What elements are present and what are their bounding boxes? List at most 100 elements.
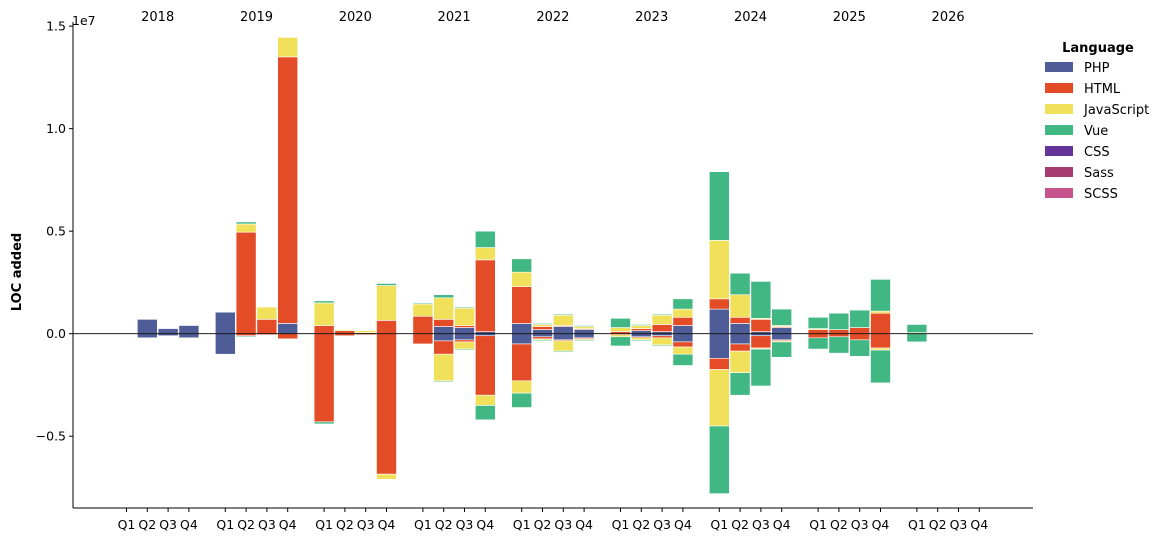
- x-tick-label: Q4: [575, 517, 593, 532]
- bar-segment-php: [729, 333, 751, 345]
- bar-segment-php: [630, 330, 652, 334]
- x-tick-label: Q1: [809, 517, 827, 532]
- x-tick-label: Q3: [851, 517, 869, 532]
- bar-segment-vue: [573, 339, 595, 342]
- legend-title: Language: [1062, 41, 1134, 56]
- bar-segment-html: [474, 259, 496, 332]
- bar-segment-vue: [771, 341, 793, 358]
- bar-segment-vue: [376, 283, 397, 286]
- x-tick-label: Q2: [632, 517, 650, 532]
- bar-segment-vue: [412, 302, 434, 305]
- legend-swatch: [1045, 125, 1073, 135]
- bar-segment-javascript: [474, 394, 496, 406]
- bar-segment-php: [215, 333, 236, 355]
- bar-segment-html: [750, 335, 772, 349]
- bar-segment-html: [433, 319, 455, 327]
- x-tick-label: Q3: [159, 517, 177, 532]
- bar-segment-vue: [454, 348, 475, 351]
- legend-swatch: [1045, 188, 1073, 198]
- x-tick-label: Q2: [435, 517, 453, 532]
- bar-segment-php: [552, 326, 574, 334]
- bar-segment-html: [729, 343, 751, 352]
- x-tick-label: Q4: [773, 517, 791, 532]
- bar-segment-javascript: [313, 302, 335, 326]
- bar-segment-php: [771, 327, 793, 334]
- bar-segment-php: [454, 327, 475, 334]
- x-tick-label: Q2: [138, 517, 156, 532]
- legend-swatch: [1045, 83, 1073, 93]
- bar-segment-vue: [610, 318, 631, 328]
- bar-segment-php: [511, 323, 533, 334]
- bar-segment-vue: [511, 258, 533, 273]
- x-ticks: Q1 Q2 Q3 Q4 Q1 Q2 Q3 Q4 Q1 Q2 Q3 Q4 Q1 Q2 Q3 Q4 Q1 Q2 Q3 Q4…: [118, 508, 988, 532]
- bar-segment-php: [708, 333, 730, 359]
- bar-segment-html: [532, 326, 553, 330]
- legend-label: Sass: [1084, 166, 1114, 181]
- bar-segment-javascript: [552, 340, 574, 352]
- y-tick-label: 0.5: [46, 224, 66, 239]
- bar-segment-javascript: [511, 380, 533, 394]
- x-tick-label: Q1: [118, 517, 136, 532]
- bar-segment-vue: [474, 230, 496, 248]
- bar-segment-vue: [771, 308, 793, 326]
- bar-segment-html: [277, 56, 299, 324]
- legend-label: Vue: [1084, 124, 1108, 139]
- bar-segment-javascript: [708, 240, 730, 300]
- year-label: 2021: [438, 10, 471, 25]
- y-axis-title: LOC added: [10, 233, 25, 311]
- bar-segment-vue: [708, 425, 730, 494]
- bar-segment-php: [532, 329, 553, 334]
- bar-segment-php: [433, 333, 455, 342]
- y-offset-text: 1e7: [72, 13, 96, 28]
- bar-segment-vue: [610, 336, 631, 347]
- bar-segment-html: [672, 341, 694, 348]
- bar-segment-html: [807, 329, 829, 334]
- year-label: 2022: [536, 10, 569, 25]
- bar-segment-php: [433, 326, 455, 334]
- legend-label: HTML: [1084, 82, 1121, 97]
- bar-segment-javascript: [672, 346, 694, 355]
- x-tick-label: Q1: [414, 517, 432, 532]
- bar-segment-html: [474, 335, 496, 396]
- year-label: 2023: [635, 10, 668, 25]
- bar-segment-javascript: [355, 330, 377, 333]
- legend-label: CSS: [1084, 145, 1110, 160]
- bar-segment-vue: [552, 350, 574, 353]
- bar-segment-vue: [474, 405, 496, 421]
- bar-segment-javascript: [610, 327, 631, 332]
- bar-segment-vue: [573, 325, 595, 327]
- bar-segment-html: [235, 231, 257, 334]
- bar-segment-vue: [454, 306, 475, 309]
- bar-segment-html: [412, 333, 434, 345]
- x-tick-label: Q2: [336, 517, 354, 532]
- bar-segment-javascript: [334, 329, 356, 331]
- bar-segment-javascript: [610, 334, 631, 338]
- legend-swatch: [1045, 167, 1073, 177]
- bar-segment-javascript: [672, 308, 694, 318]
- bar-segment-vue: [906, 333, 928, 343]
- bar-segment-vue: [870, 279, 891, 312]
- bar-segment-html: [433, 340, 455, 355]
- bar-segment-javascript: [651, 314, 673, 325]
- bar-segment-php: [137, 333, 158, 339]
- x-tick-label: Q1: [315, 517, 333, 532]
- bar-segment-php: [552, 333, 574, 341]
- bars-layer: [137, 37, 928, 494]
- bar-segment-html: [256, 319, 278, 334]
- x-tick-label: Q2: [731, 517, 749, 532]
- year-label: 2024: [734, 10, 767, 25]
- bar-segment-vue: [235, 221, 257, 225]
- bar-segment-html: [376, 333, 397, 475]
- bar-segment-javascript: [870, 310, 891, 314]
- bar-segment-vue: [511, 392, 533, 408]
- bar-segment-javascript: [552, 314, 574, 326]
- x-tick-label: Q4: [970, 517, 988, 532]
- bar-segment-html: [454, 325, 475, 328]
- bar-segment-php: [630, 333, 652, 338]
- bar-segment-vue: [750, 348, 772, 387]
- bar-segment-vue: [870, 349, 891, 384]
- bar-segment-vue: [807, 337, 829, 350]
- bar-segment-vue: [828, 336, 850, 354]
- bar-segment-vue: [313, 421, 335, 425]
